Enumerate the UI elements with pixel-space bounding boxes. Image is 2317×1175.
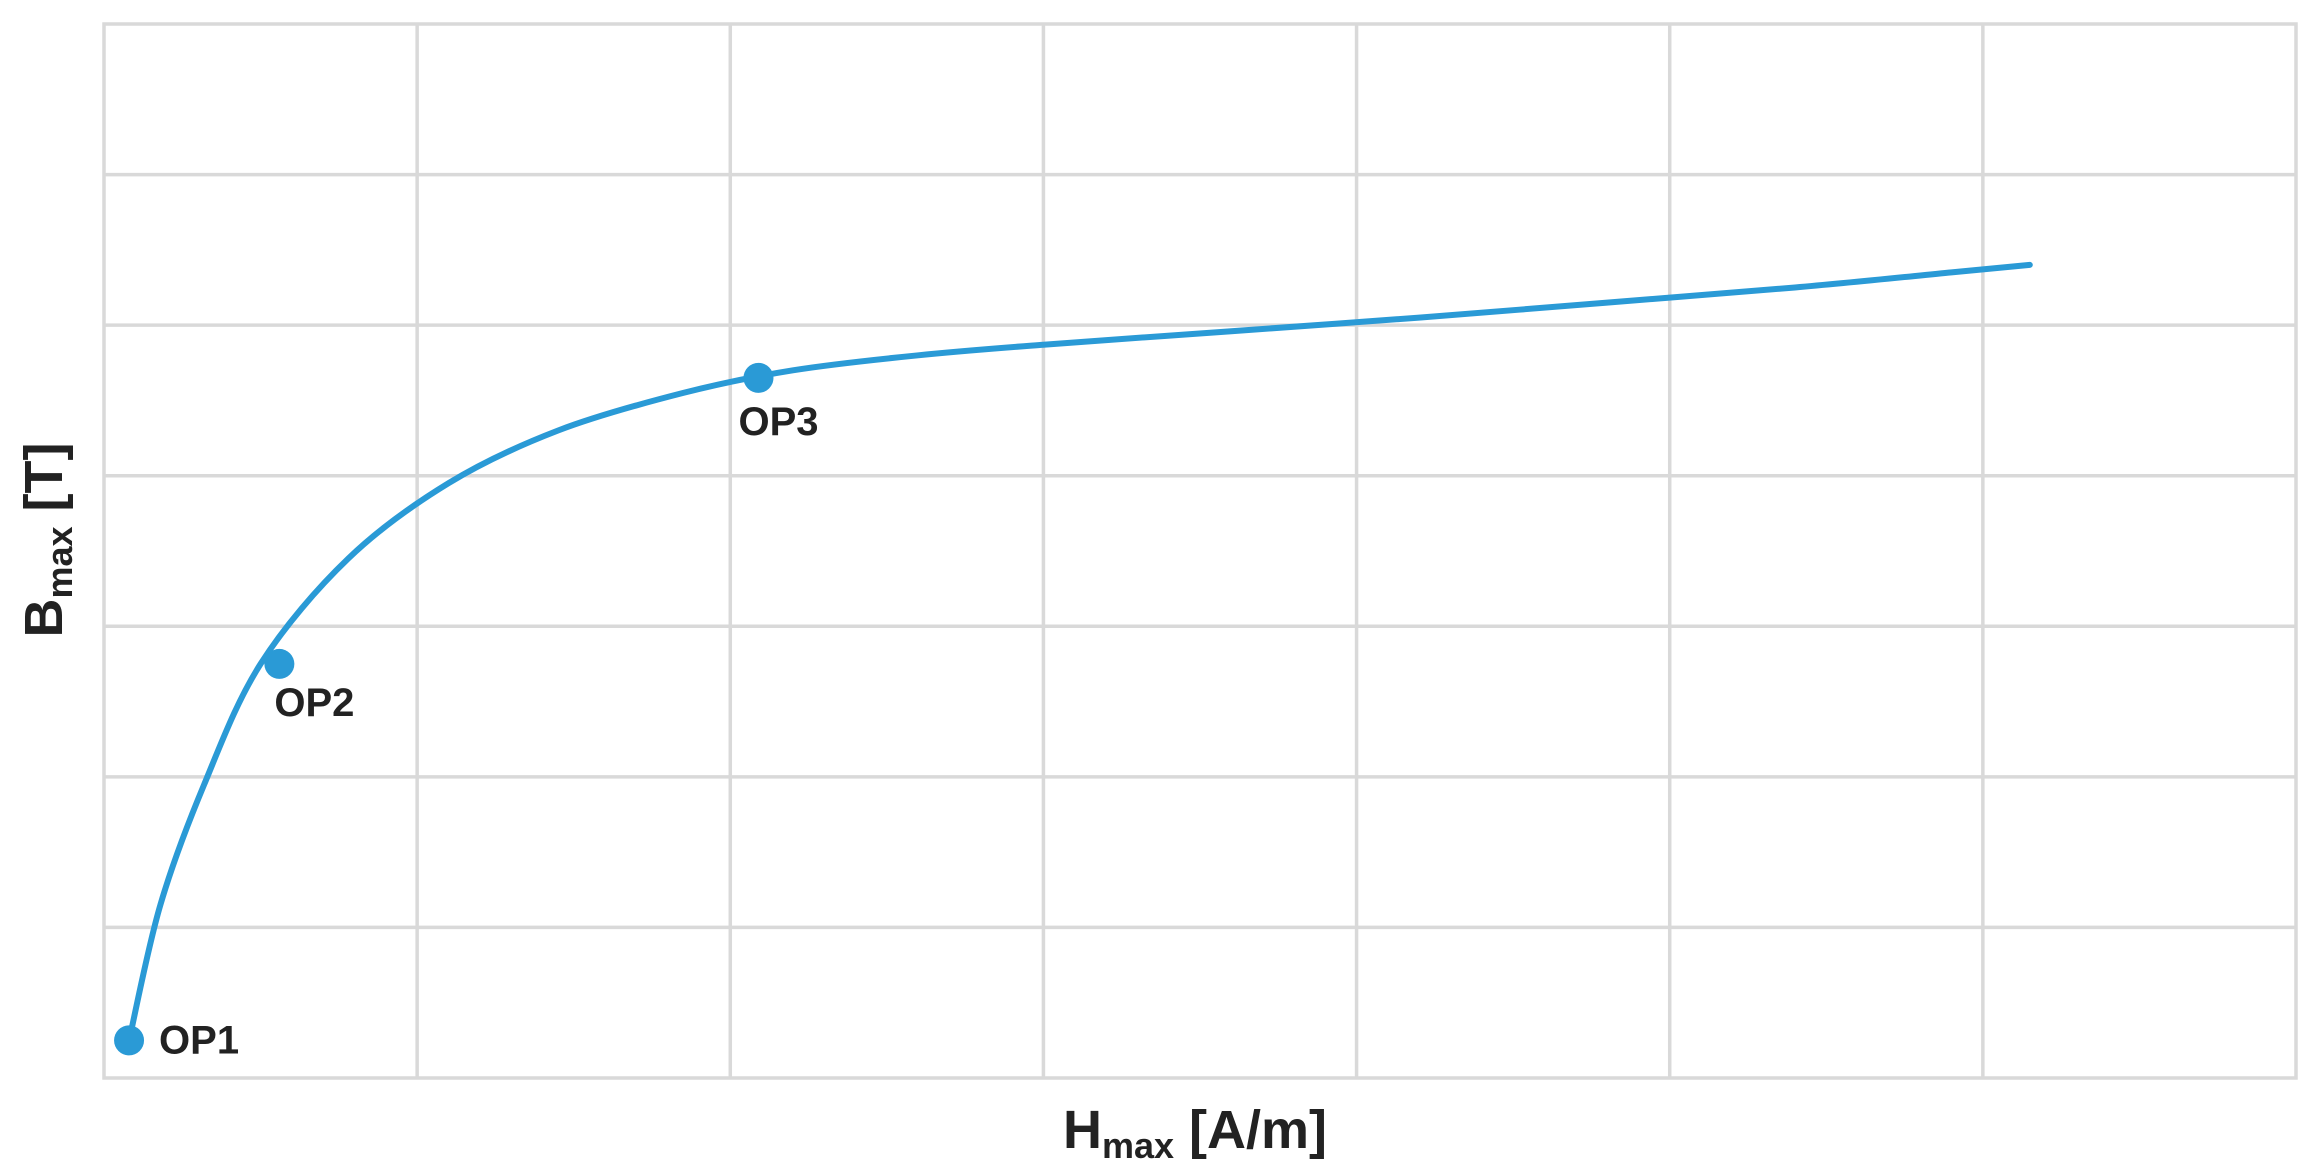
y-axis-title: Bmax [T] xyxy=(14,442,80,637)
operating-point-label-op3: OP3 xyxy=(738,400,818,444)
grid xyxy=(104,24,2296,1078)
operating-points: OP1 OP2 OP3 xyxy=(114,362,819,1062)
x-axis-title: Hmax [A/m] xyxy=(1063,1100,1327,1166)
y-axis-title-unit: [T] xyxy=(14,442,74,526)
x-axis-title-sub: max xyxy=(1102,1125,1174,1166)
operating-point-op1 xyxy=(114,1025,145,1056)
x-axis-title-main: H xyxy=(1063,1100,1102,1160)
operating-point-label-op2: OP2 xyxy=(274,681,354,725)
operating-point-label-op1: OP1 xyxy=(159,1018,239,1062)
x-axis-title-unit: [A/m] xyxy=(1174,1100,1327,1160)
operating-point-op3 xyxy=(743,362,774,393)
plot-area xyxy=(102,22,2298,1080)
y-axis-title-main: B xyxy=(14,599,74,638)
bh-curve-line xyxy=(126,261,2033,1044)
operating-point-op2 xyxy=(264,648,295,679)
y-axis-title-sub: max xyxy=(39,526,80,598)
